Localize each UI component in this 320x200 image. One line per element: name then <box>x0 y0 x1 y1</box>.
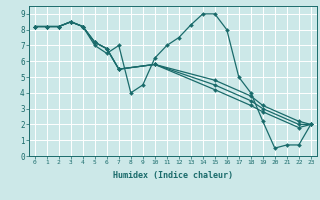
X-axis label: Humidex (Indice chaleur): Humidex (Indice chaleur) <box>113 171 233 180</box>
